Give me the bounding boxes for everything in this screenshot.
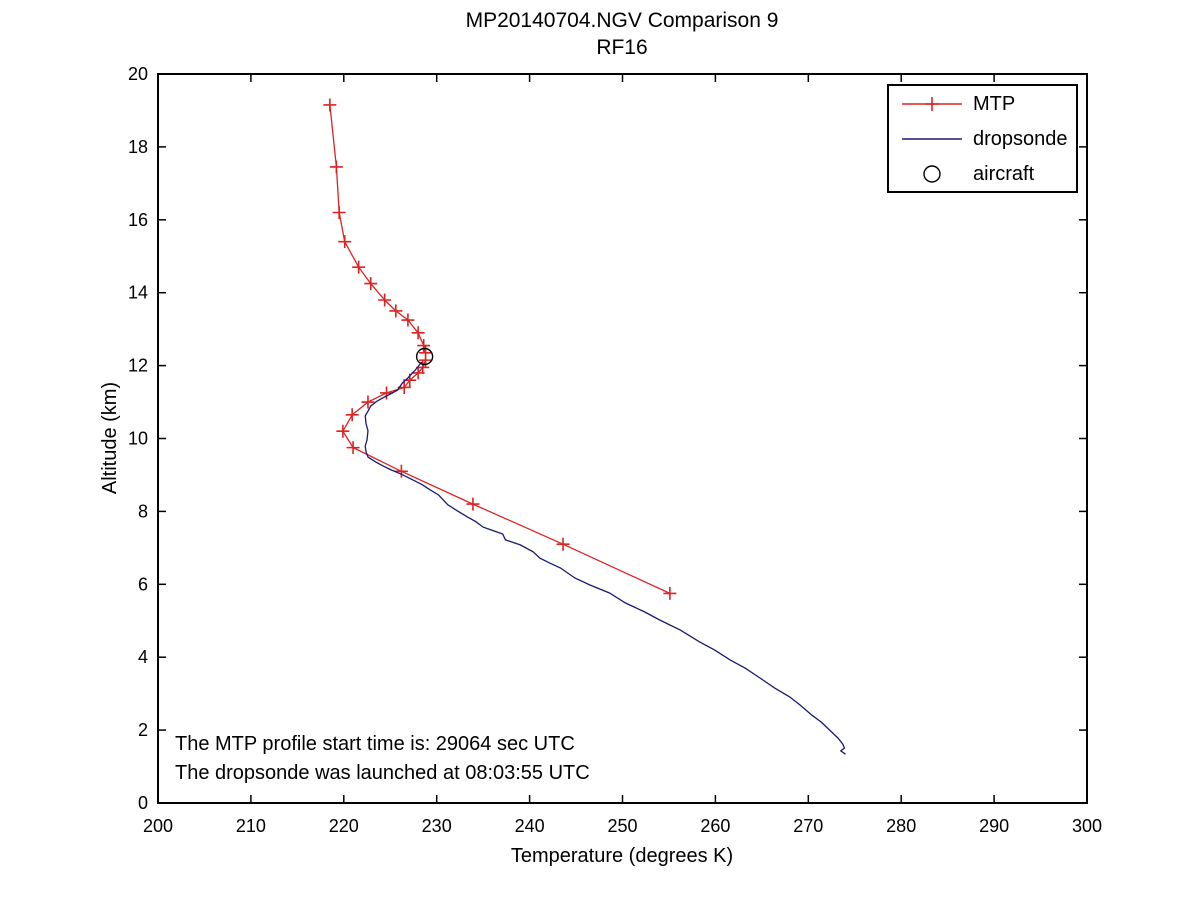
y-tick-label: 6 xyxy=(138,574,148,594)
chart-subtitle: RF16 xyxy=(596,36,647,59)
legend-label-mtp: MTP xyxy=(973,92,1016,115)
x-tick-label: 230 xyxy=(422,816,452,836)
legend-item-dropsonde: dropsonde xyxy=(900,127,1076,151)
annotation-mtp-start-time: The MTP profile start time is: 29064 sec… xyxy=(175,733,575,755)
x-tick-label: 250 xyxy=(607,816,637,836)
y-tick-label: 12 xyxy=(128,356,148,376)
x-tick-label: 220 xyxy=(329,816,359,836)
y-tick-label: 16 xyxy=(128,210,148,230)
aircraft-circle-icon xyxy=(923,164,941,183)
x-axis-label: Temperature (degrees K) xyxy=(511,845,733,867)
series-line-mtp xyxy=(329,104,671,594)
y-axis-label: Altitude (km) xyxy=(99,382,121,494)
x-tick-label: 290 xyxy=(979,816,1009,836)
y-tick-label: 18 xyxy=(128,137,148,157)
legend-label-aircraft: aircraft xyxy=(973,162,1035,185)
x-tick-label: 200 xyxy=(143,816,173,836)
annotation-dropsonde-launch-time: The dropsonde was launched at 08:03:55 U… xyxy=(175,762,590,784)
y-tick-label: 4 xyxy=(138,647,148,667)
series-line-dropsonde xyxy=(364,361,846,755)
y-tick-label: 10 xyxy=(128,429,148,449)
x-tick-label: 210 xyxy=(236,816,266,836)
legend-item-aircraft: aircraft xyxy=(900,162,1076,186)
x-tick-label: 260 xyxy=(700,816,730,836)
plot-area: 200 210 220 230 240 250 260 270 280 290 300 0 2 4 6 8 10… xyxy=(128,64,1102,836)
legend-label-dropsonde: dropsonde xyxy=(973,127,1068,150)
y-tick-label: 2 xyxy=(138,720,148,740)
chart-title: MP20140704.NGV Comparison 9 xyxy=(466,9,779,32)
y-tick-label: 20 xyxy=(128,64,148,84)
y-tick-label: 8 xyxy=(138,501,148,521)
legend: MTP dropsonde aircraft xyxy=(887,84,1078,193)
y-tick-label: 14 xyxy=(128,283,148,303)
dropsonde-line-icon xyxy=(902,137,962,140)
x-tick-label: 240 xyxy=(515,816,545,836)
series-markers-mtp xyxy=(323,98,677,600)
x-tick-label: 300 xyxy=(1072,816,1102,836)
x-tick-label: 280 xyxy=(886,816,916,836)
mtp-line-plus-icon xyxy=(902,96,962,111)
series-marker-aircraft xyxy=(415,347,434,366)
x-tick-label: 270 xyxy=(793,816,823,836)
legend-item-mtp: MTP xyxy=(900,92,1076,116)
y-tick-label: 0 xyxy=(138,793,148,813)
